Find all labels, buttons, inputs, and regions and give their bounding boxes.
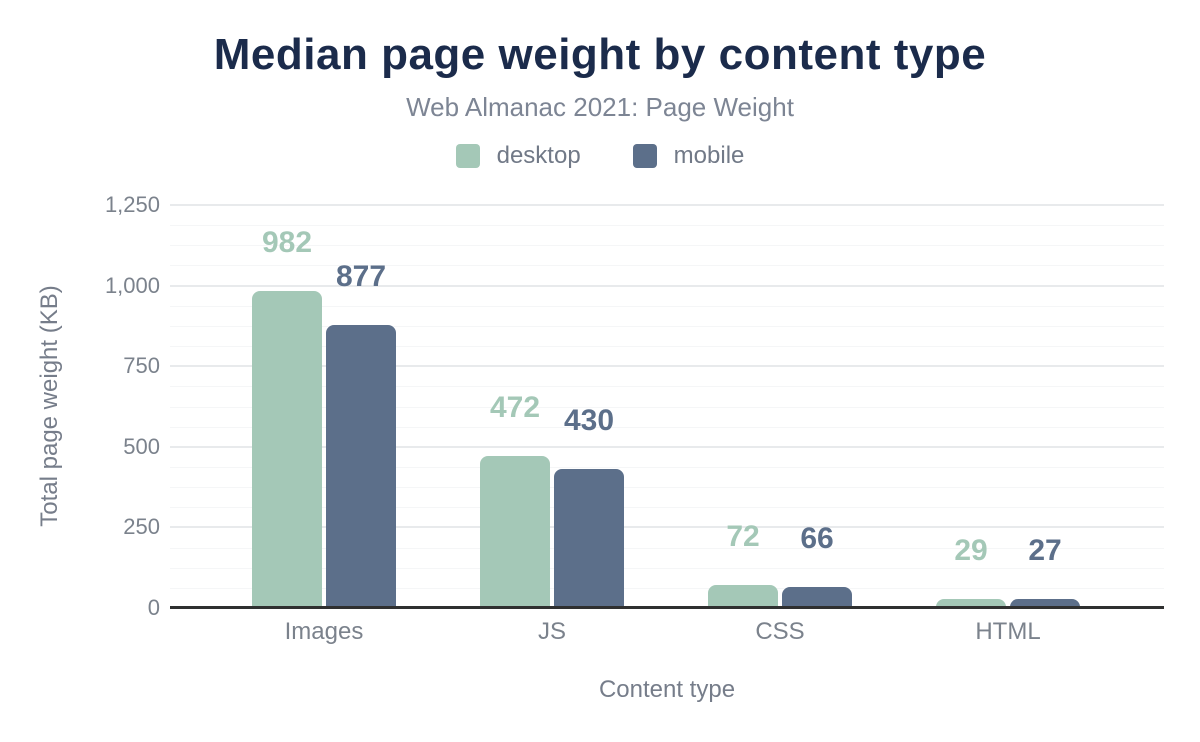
minor-gridline xyxy=(170,265,1164,266)
legend-label-mobile: mobile xyxy=(673,142,745,169)
y-tick-label: 1,000 xyxy=(104,273,160,298)
minor-gridline xyxy=(170,306,1164,307)
minor-gridline xyxy=(170,427,1164,428)
legend-label-desktop: desktop xyxy=(496,142,581,169)
desktop-value-label-images: 982 xyxy=(261,226,313,259)
y-axis-title: Total page weight (KB) xyxy=(36,285,63,527)
x-tick-label-html: HTML xyxy=(975,618,1041,645)
chart-subtitle: Web Almanac 2021: Page Weight xyxy=(406,92,794,122)
mobile-bar-css[interactable] xyxy=(782,587,852,608)
desktop-value-label-js: 472 xyxy=(489,391,541,424)
x-tick-label-css: CSS xyxy=(755,618,805,645)
mobile-bar-images[interactable] xyxy=(326,325,396,608)
desktop-bar-css[interactable] xyxy=(708,585,778,608)
y-tick-label: 750 xyxy=(123,353,160,378)
major-gridline xyxy=(170,526,1164,528)
x-axis-line xyxy=(170,606,1164,609)
chart-title: Median page weight by content type xyxy=(213,30,987,79)
legend-item-desktop[interactable]: desktop xyxy=(455,142,581,170)
major-gridline xyxy=(170,204,1164,206)
legend: desktop mobile xyxy=(0,141,1200,171)
minor-gridline xyxy=(170,407,1164,408)
mobile-value-label-images: 877 xyxy=(335,260,387,293)
mobile-bar-html[interactable] xyxy=(1010,599,1080,608)
mobile-value-label-css: 66 xyxy=(800,522,834,555)
desktop-bar-images[interactable] xyxy=(252,291,322,608)
minor-gridline xyxy=(170,507,1164,508)
minor-gridline xyxy=(170,548,1164,549)
minor-gridline xyxy=(170,326,1164,327)
desktop-bar-html[interactable] xyxy=(936,599,1006,608)
x-tick-label-js: JS xyxy=(537,618,566,645)
y-tick-label: 250 xyxy=(123,514,160,539)
minor-gridline xyxy=(170,487,1164,488)
desktop-value-label-html: 29 xyxy=(954,534,988,567)
minor-gridline xyxy=(170,225,1164,226)
minor-gridline xyxy=(170,588,1164,589)
minor-gridline xyxy=(170,386,1164,387)
minor-gridline xyxy=(170,346,1164,347)
desktop-value-label-css: 72 xyxy=(726,520,760,553)
major-gridline xyxy=(170,365,1164,367)
mobile-value-label-html: 27 xyxy=(1028,534,1062,567)
minor-gridline xyxy=(170,245,1164,246)
legend-item-mobile[interactable]: mobile xyxy=(632,142,745,170)
minor-gridline xyxy=(170,568,1164,569)
desktop-bar-js[interactable] xyxy=(480,456,550,608)
major-gridline xyxy=(170,285,1164,287)
x-tick-label-images: Images xyxy=(284,618,364,645)
desktop-series-swatch-icon xyxy=(455,144,480,168)
y-tick-label: 500 xyxy=(123,434,160,459)
minor-gridline xyxy=(170,467,1164,468)
mobile-value-label-js: 430 xyxy=(563,404,615,437)
y-tick-label: 1,250 xyxy=(104,192,160,217)
mobile-bar-js[interactable] xyxy=(554,469,624,608)
mobile-series-swatch-icon xyxy=(632,144,657,168)
major-gridline xyxy=(170,446,1164,448)
x-axis-title: Content type xyxy=(598,676,736,703)
y-tick-label: 0 xyxy=(147,595,160,620)
